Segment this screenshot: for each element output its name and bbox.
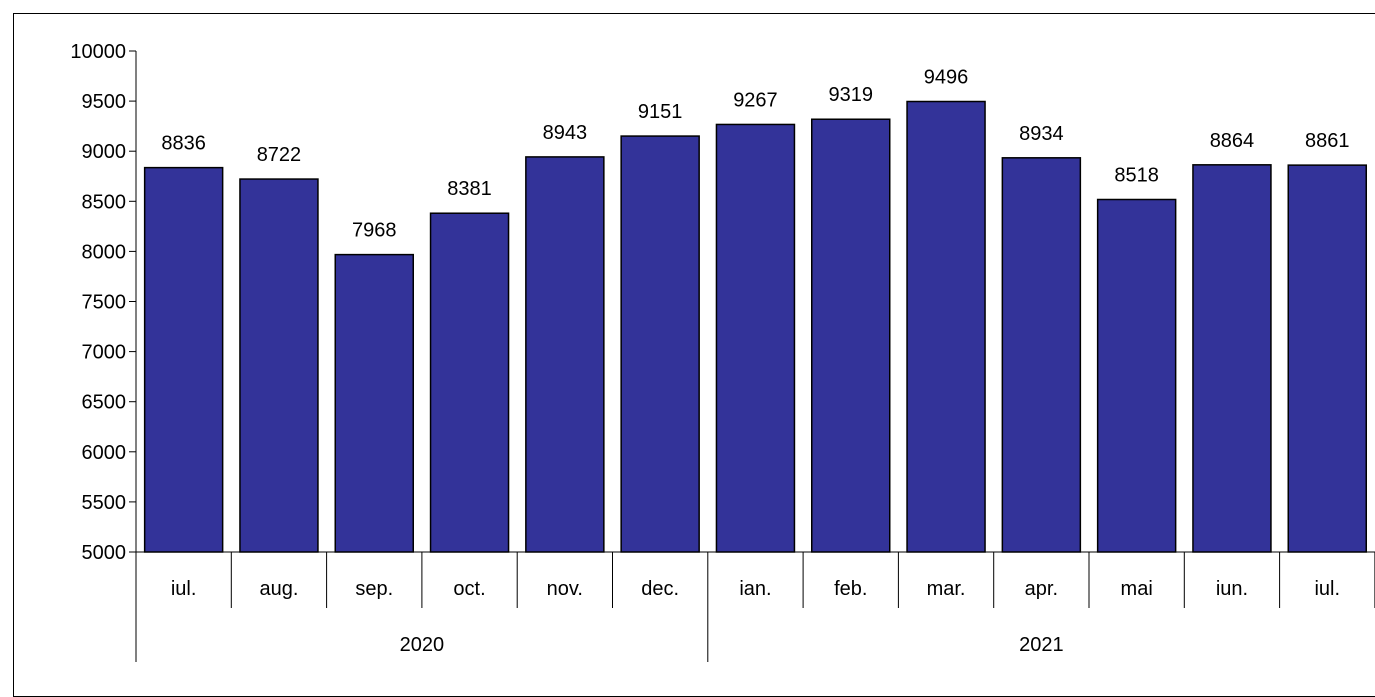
data-label: 8861 <box>1305 130 1350 152</box>
x-tick-label: mai <box>1121 578 1153 600</box>
x-tick-label: oct. <box>453 578 485 600</box>
y-tick-label: 6000 <box>82 442 127 464</box>
bar <box>525 156 605 553</box>
data-label: 9319 <box>829 84 874 106</box>
y-tick-label: 8500 <box>82 191 127 213</box>
bar <box>1096 198 1177 553</box>
x-tick-label: aug. <box>259 578 298 600</box>
x-tick-label: iul. <box>1314 578 1340 600</box>
bar <box>143 166 224 553</box>
x-tick-label: apr. <box>1025 578 1058 600</box>
year-group-label: 2020 <box>400 634 445 656</box>
x-tick-label: ian. <box>739 578 771 600</box>
x-tick-label: mar. <box>927 578 966 600</box>
bar <box>1287 164 1367 553</box>
y-tick-label: 9500 <box>82 91 127 113</box>
y-tick-label: 6500 <box>82 392 127 414</box>
y-tick-label: 9000 <box>82 141 127 163</box>
data-label: 8381 <box>447 178 492 200</box>
data-label: 8518 <box>1114 164 1159 186</box>
data-label: 9151 <box>638 101 683 123</box>
y-tick-label: 10000 <box>70 41 126 63</box>
bar <box>334 253 414 553</box>
bar <box>811 118 891 553</box>
x-tick-label: feb. <box>834 578 867 600</box>
bar <box>715 123 796 553</box>
y-tick-label: 5000 <box>82 542 127 564</box>
y-tick-label: 7500 <box>82 292 127 314</box>
data-label: 8722 <box>257 144 302 166</box>
y-tick-label: 7000 <box>82 342 127 364</box>
x-tick-label: iul. <box>171 578 197 600</box>
y-tick-label: 8000 <box>82 241 127 263</box>
bar <box>620 135 700 553</box>
data-label: 9267 <box>733 89 778 111</box>
bar <box>239 178 319 553</box>
data-label: 7968 <box>352 220 397 242</box>
x-tick-label: dec. <box>641 578 679 600</box>
data-label: 8934 <box>1019 123 1064 145</box>
bar <box>906 100 986 553</box>
bar <box>1001 157 1082 553</box>
y-tick-label: 5500 <box>82 492 127 514</box>
bar <box>429 212 510 553</box>
bar <box>1192 164 1272 553</box>
data-label: 8836 <box>161 133 206 155</box>
year-group-label: 2021 <box>1019 634 1064 656</box>
data-label: 9496 <box>924 67 969 89</box>
data-label: 8864 <box>1210 130 1255 152</box>
x-tick-label: iun. <box>1216 578 1248 600</box>
x-tick-label: sep. <box>355 578 393 600</box>
data-label: 8943 <box>543 122 588 144</box>
x-tick-label: nov. <box>547 578 583 600</box>
